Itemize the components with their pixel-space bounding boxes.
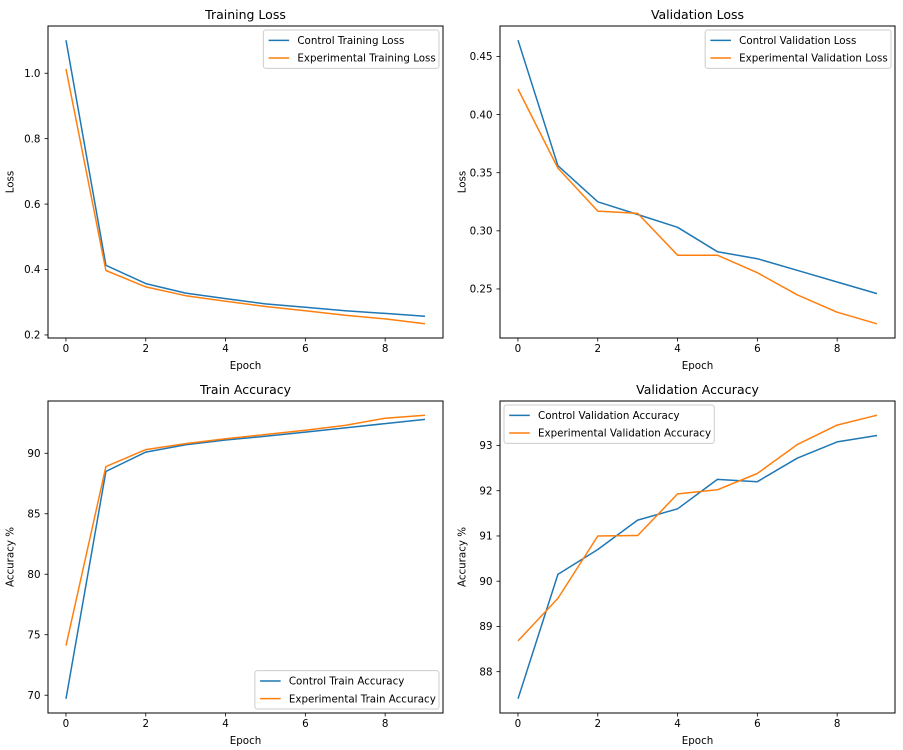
y-tick-label: 88 bbox=[479, 666, 492, 678]
x-tick-label: 2 bbox=[142, 343, 149, 355]
legend: Control Validation Accuracy Experimental … bbox=[503, 404, 715, 444]
y-axis-label: Accuracy % bbox=[5, 527, 17, 587]
y-tick-label: 92 bbox=[479, 485, 492, 497]
chart-title: Training Loss bbox=[204, 7, 286, 22]
legend-label: Control Validation Loss bbox=[739, 35, 856, 47]
legend-label: Experimental Train Accuracy bbox=[289, 693, 436, 705]
experimental-validation-accuracy-line bbox=[516, 414, 877, 642]
legend: Control Validation Loss Experimental Vali… bbox=[704, 29, 891, 69]
chart-title: Validation Accuracy bbox=[636, 382, 759, 397]
x-axis-label: Epoch bbox=[230, 735, 262, 747]
y-axis-label: Loss bbox=[456, 171, 468, 194]
chart-title: Train Accuracy bbox=[199, 382, 292, 397]
y-tick-label: 80 bbox=[27, 569, 40, 581]
x-tick-label: 0 bbox=[63, 718, 70, 730]
x-axis-label: Epoch bbox=[681, 735, 713, 747]
legend-label: Control Train Accuracy bbox=[289, 676, 404, 688]
y-tick-label: 0.2 bbox=[24, 330, 40, 342]
legend-box bbox=[503, 404, 715, 444]
control-train-accuracy-line bbox=[65, 418, 426, 699]
x-tick-label: 2 bbox=[142, 718, 149, 730]
validation-accuracy-chart: 0 2 4 6 8 88 89 90 91 92 93 Validation Accuracy Epoc… bbox=[451, 375, 903, 750]
legend-box bbox=[704, 29, 891, 69]
control-training-loss-line bbox=[65, 40, 426, 318]
x-tick-label: 2 bbox=[594, 343, 601, 355]
x-tick-label: 8 bbox=[833, 718, 840, 730]
legend-box bbox=[254, 670, 440, 710]
y-tick-label: 0.30 bbox=[469, 226, 492, 238]
validation-loss-canvas: 0 2 4 6 8 0.25 0.30 0.35 0.40 0.45 Validation Loss… bbox=[451, 0, 903, 375]
experimental-train-accuracy-line bbox=[65, 414, 426, 646]
y-tick-label: 85 bbox=[27, 508, 40, 520]
x-tick-label: 8 bbox=[382, 343, 389, 355]
x-tick-label: 8 bbox=[382, 718, 389, 730]
x-tick-label: 4 bbox=[222, 718, 229, 730]
y-tick-label: 90 bbox=[27, 448, 40, 460]
y-tick-label: 89 bbox=[479, 621, 492, 633]
legend-label: Experimental Validation Accuracy bbox=[538, 428, 711, 440]
y-tick-label: 0.6 bbox=[24, 199, 40, 211]
y-tick-label: 0.4 bbox=[24, 264, 40, 276]
legend-label: Control Training Loss bbox=[297, 35, 404, 47]
legend-label: Experimental Validation Loss bbox=[739, 53, 888, 65]
experimental-validation-loss-line bbox=[516, 88, 877, 325]
x-tick-label: 8 bbox=[833, 343, 840, 355]
x-tick-label: 4 bbox=[674, 343, 681, 355]
y-tick-label: 0.45 bbox=[469, 51, 492, 63]
legend-label: Control Validation Accuracy bbox=[538, 410, 680, 422]
x-tick-label: 0 bbox=[514, 718, 521, 730]
x-tick-label: 0 bbox=[514, 343, 521, 355]
control-validation-loss-line bbox=[516, 39, 877, 295]
legend-box bbox=[262, 29, 440, 69]
x-axis-label: Epoch bbox=[681, 360, 713, 372]
x-tick-label: 2 bbox=[594, 718, 601, 730]
y-tick-label: 93 bbox=[479, 440, 492, 452]
y-tick-label: 1.0 bbox=[24, 68, 40, 80]
y-tick-label: 0.35 bbox=[469, 167, 492, 179]
legend: Control Training Loss Experimental Traini… bbox=[262, 29, 440, 69]
x-tick-label: 0 bbox=[63, 343, 70, 355]
axes-frame bbox=[47, 25, 444, 339]
x-tick-label: 4 bbox=[222, 343, 229, 355]
training-loss-chart: 0 2 4 6 8 0.2 0.4 0.6 0.8 1.0 Training Loss Epoch Lo… bbox=[0, 0, 452, 375]
x-axis-label: Epoch bbox=[230, 360, 262, 372]
validation-loss-chart: 0 2 4 6 8 0.25 0.30 0.35 0.40 0.45 Validation Loss… bbox=[451, 0, 903, 375]
legend-label: Experimental Training Loss bbox=[297, 53, 435, 65]
training-loss-canvas: 0 2 4 6 8 0.2 0.4 0.6 0.8 1.0 Training Loss Epoch Lo… bbox=[0, 0, 452, 375]
y-tick-label: 0.40 bbox=[469, 109, 492, 121]
chart-title: Validation Loss bbox=[650, 7, 743, 22]
x-tick-label: 4 bbox=[674, 718, 681, 730]
axes-frame bbox=[499, 400, 895, 714]
y-tick-label: 75 bbox=[27, 629, 40, 641]
y-axis-label: Accuracy % bbox=[456, 527, 468, 587]
y-tick-label: 91 bbox=[479, 531, 492, 543]
legend: Control Train Accuracy Experimental Train… bbox=[254, 670, 440, 710]
control-validation-accuracy-line bbox=[516, 434, 877, 700]
x-tick-label: 6 bbox=[302, 343, 309, 355]
y-axis-label: Loss bbox=[5, 171, 17, 194]
y-tick-label: 70 bbox=[27, 690, 40, 702]
y-tick-label: 0.25 bbox=[469, 284, 492, 296]
y-tick-label: 90 bbox=[479, 576, 492, 588]
axes-frame bbox=[47, 400, 444, 714]
axes-frame bbox=[499, 25, 895, 339]
x-tick-label: 6 bbox=[302, 718, 309, 730]
y-tick-label: 0.8 bbox=[24, 133, 40, 145]
experimental-training-loss-line bbox=[65, 68, 426, 325]
x-tick-label: 6 bbox=[754, 718, 761, 730]
train-accuracy-canvas: 0 2 4 6 8 70 75 80 85 90 Train Accuracy Epoch Accura… bbox=[0, 375, 452, 750]
train-accuracy-chart: 0 2 4 6 8 70 75 80 85 90 Train Accuracy Epoch Accura… bbox=[0, 375, 452, 750]
x-tick-label: 6 bbox=[754, 343, 761, 355]
